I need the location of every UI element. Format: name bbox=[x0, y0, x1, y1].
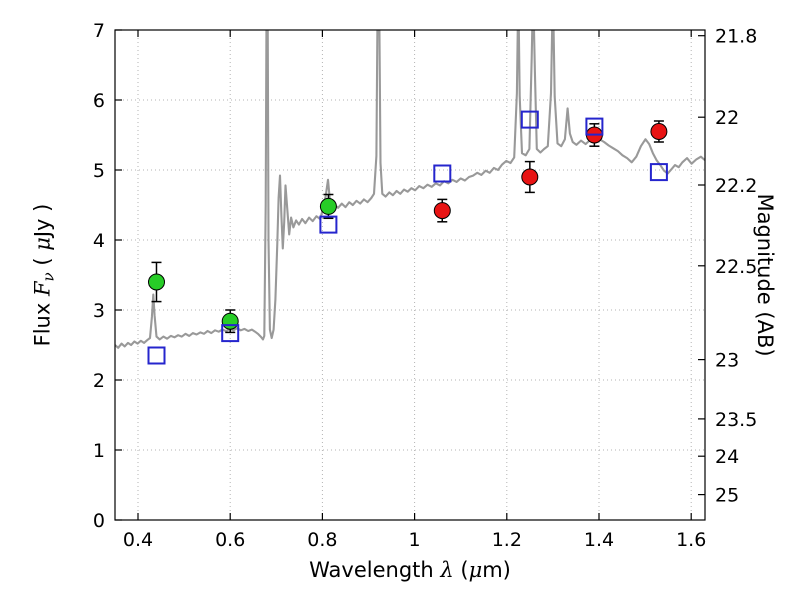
blue-model-photometry-point bbox=[319, 215, 338, 234]
red-photometry-point bbox=[433, 202, 451, 220]
x-tick-label: 0.4 bbox=[123, 529, 153, 551]
green-photometry-point bbox=[148, 273, 165, 291]
nu-subscript: ν bbox=[39, 272, 58, 282]
x-tick-label: 1.6 bbox=[676, 529, 706, 551]
x-axis-label: Wavelength λ (μm) bbox=[309, 558, 511, 582]
blue-model-photometry-point bbox=[649, 163, 668, 182]
blue-model-photometry-point bbox=[147, 346, 166, 365]
x-tick-label: 0.6 bbox=[215, 529, 245, 551]
blue-model-photometry-point bbox=[520, 110, 539, 129]
y-tick-label-right: 23.5 bbox=[715, 409, 757, 431]
y-axis-label-right: Magnitude (AB) bbox=[753, 193, 777, 357]
x-tick-label: 1.2 bbox=[492, 529, 522, 551]
lambda-symbol: λ bbox=[440, 558, 454, 582]
green-photometry-point bbox=[319, 197, 337, 215]
spectrum-line bbox=[115, 30, 705, 349]
plot-frame bbox=[114, 29, 706, 521]
y-tick-label-right: 22.2 bbox=[715, 175, 757, 197]
y-tick-label-left: 3 bbox=[93, 300, 105, 322]
y-tick-label-left: 7 bbox=[93, 20, 105, 42]
green-photometry-point bbox=[221, 312, 239, 330]
red-photometry-point bbox=[650, 123, 668, 140]
x-tick-label: 1.4 bbox=[584, 529, 614, 551]
y-axis-label-left: Flux Fν ( μJy ) bbox=[30, 203, 58, 347]
y-tick-label-left: 5 bbox=[93, 160, 105, 182]
blue-model-photometry-point bbox=[221, 324, 240, 343]
x-tick-label: 1 bbox=[409, 529, 421, 551]
flux-symbol: F bbox=[30, 281, 55, 297]
y-tick-label-right: 21.8 bbox=[715, 26, 757, 48]
blue-model-photometry-point bbox=[585, 117, 604, 136]
y-tick-label-right: 23 bbox=[715, 350, 739, 372]
y-tick-label-right: 24 bbox=[715, 446, 739, 468]
y-tick-label-left: 4 bbox=[93, 230, 105, 252]
mu-symbol: μ bbox=[468, 558, 483, 582]
x-tick-label: 0.8 bbox=[307, 529, 337, 551]
y-tick-label-right: 25 bbox=[715, 485, 739, 507]
x-axis-label-text: Wavelength bbox=[309, 558, 441, 582]
y-tick-label-left: 1 bbox=[93, 440, 105, 462]
red-photometry-point bbox=[521, 168, 539, 186]
y-tick-label-left: 2 bbox=[93, 370, 105, 392]
blue-model-photometry-point bbox=[433, 164, 452, 183]
y-tick-label-left: 6 bbox=[93, 90, 105, 112]
y-tick-label-right: 22 bbox=[715, 107, 739, 129]
y-tick-label-right: 22.5 bbox=[715, 256, 757, 278]
mu-symbol: μ bbox=[30, 237, 55, 251]
flux-label-text: Flux bbox=[30, 296, 55, 347]
y-tick-label-left: 0 bbox=[93, 510, 105, 532]
